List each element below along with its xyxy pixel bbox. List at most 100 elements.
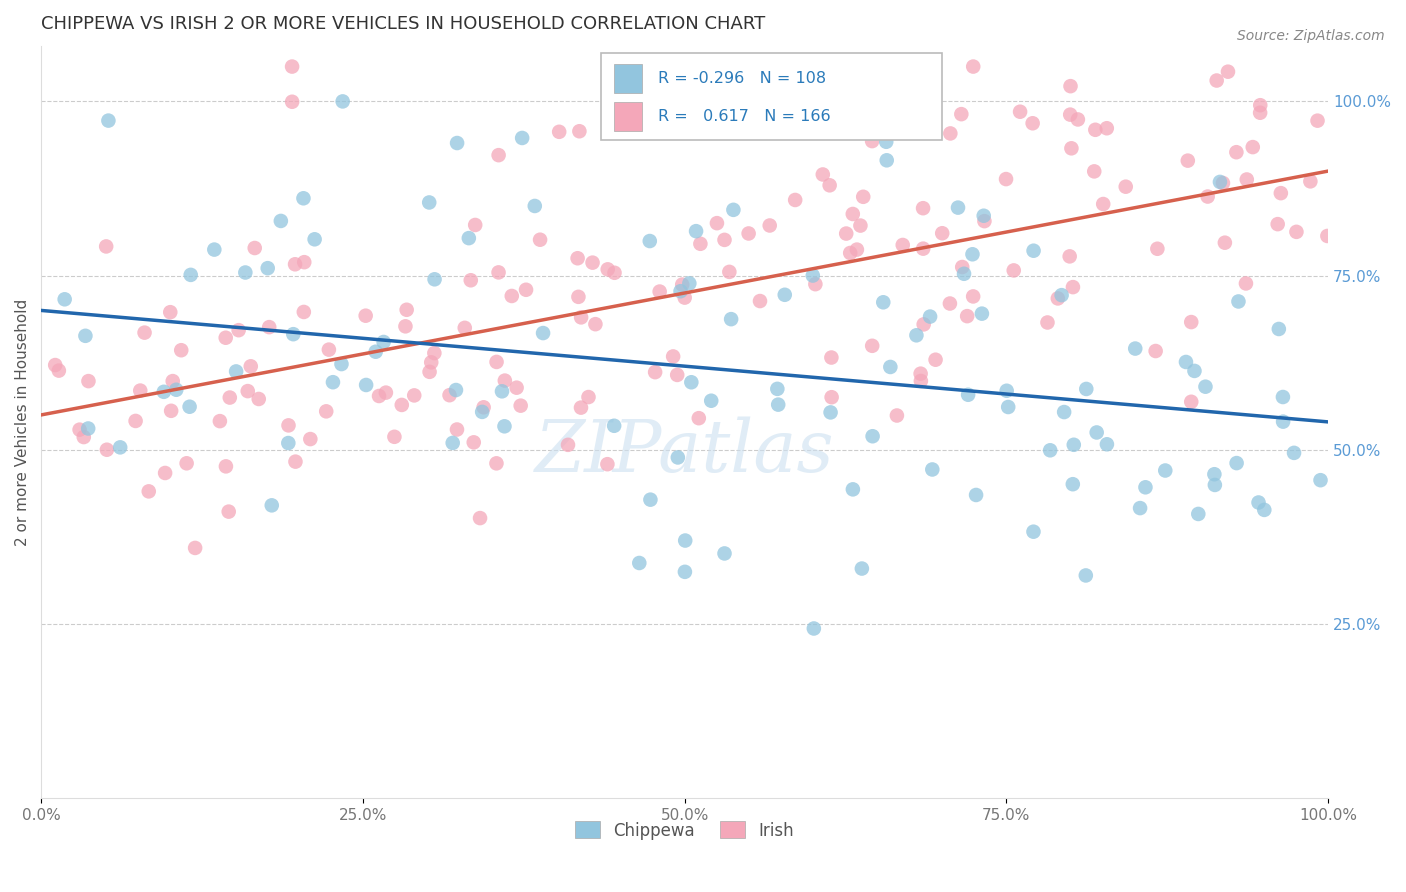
Point	[1249, 98, 1271, 112]
Point	[460, 273, 482, 287]
Text: Source: ZipAtlas.com: Source: ZipAtlas.com	[1237, 29, 1385, 43]
Point	[304, 232, 326, 246]
Point	[1059, 79, 1081, 94]
FancyBboxPatch shape	[614, 102, 643, 131]
Point	[423, 346, 446, 360]
Point	[510, 131, 533, 145]
Point	[875, 135, 897, 149]
Point	[921, 462, 943, 476]
Point	[973, 214, 995, 228]
Point	[1236, 172, 1258, 186]
Point	[488, 265, 510, 279]
Point	[464, 218, 486, 232]
Point	[818, 178, 841, 193]
Point	[1115, 179, 1137, 194]
Point	[134, 326, 156, 340]
Point	[75, 328, 97, 343]
Point	[354, 309, 377, 323]
Point	[1046, 292, 1069, 306]
Point	[1146, 242, 1168, 256]
Point	[910, 367, 932, 381]
Point	[803, 622, 825, 636]
Point	[215, 331, 238, 345]
Point	[1253, 503, 1275, 517]
Point	[180, 268, 202, 282]
Point	[509, 399, 531, 413]
Point	[523, 199, 546, 213]
Point	[322, 375, 344, 389]
Point	[773, 287, 796, 301]
Point	[1177, 153, 1199, 168]
Point	[1282, 446, 1305, 460]
Point	[995, 172, 1018, 186]
Point	[758, 219, 780, 233]
Point	[108, 441, 131, 455]
Point	[852, 190, 875, 204]
Point	[1022, 244, 1045, 258]
Point	[569, 401, 592, 415]
Point	[1212, 176, 1234, 190]
Point	[239, 359, 262, 374]
Point	[849, 219, 872, 233]
Point	[1226, 456, 1249, 470]
Point	[96, 442, 118, 457]
Point	[247, 392, 270, 406]
Point	[485, 355, 508, 369]
Point	[170, 343, 193, 358]
Point	[284, 455, 307, 469]
Point	[233, 266, 256, 280]
Point	[394, 319, 416, 334]
Point	[557, 438, 579, 452]
Point	[1010, 104, 1032, 119]
Point	[1129, 501, 1152, 516]
Point	[713, 546, 735, 560]
Point	[292, 191, 315, 205]
Point	[215, 459, 238, 474]
Point	[494, 374, 516, 388]
Point	[1180, 315, 1202, 329]
Point	[1268, 322, 1291, 336]
Point	[1270, 186, 1292, 201]
Point	[997, 400, 1019, 414]
Point	[292, 255, 315, 269]
Text: ZIPatlas: ZIPatlas	[534, 417, 834, 487]
Point	[910, 374, 932, 388]
Point	[423, 272, 446, 286]
Point	[454, 321, 477, 335]
Point	[876, 153, 898, 168]
Point	[53, 293, 76, 307]
Point	[1059, 249, 1081, 263]
Point	[851, 561, 873, 575]
Point	[749, 293, 772, 308]
Point	[950, 260, 973, 274]
Point	[184, 541, 207, 555]
Point	[1154, 463, 1177, 477]
Point	[129, 384, 152, 398]
Point	[1135, 480, 1157, 494]
Point	[332, 95, 354, 109]
Point	[160, 404, 183, 418]
Point	[1123, 342, 1146, 356]
Point	[842, 207, 865, 221]
Point	[845, 243, 868, 257]
Point	[1249, 105, 1271, 120]
Point	[648, 285, 671, 299]
Point	[315, 404, 337, 418]
Point	[97, 113, 120, 128]
Point	[1083, 164, 1105, 178]
Point	[277, 436, 299, 450]
Point	[384, 430, 406, 444]
Point	[666, 368, 689, 382]
Point	[1060, 141, 1083, 155]
Legend: Chippewa, Irish: Chippewa, Irish	[568, 814, 801, 847]
Point	[208, 414, 231, 428]
Point	[439, 388, 461, 402]
Point	[179, 400, 201, 414]
Point	[965, 488, 987, 502]
Point	[1205, 73, 1227, 87]
Point	[1021, 116, 1043, 130]
Point	[354, 378, 377, 392]
Point	[835, 227, 858, 241]
Point	[956, 309, 979, 323]
Point	[73, 430, 96, 444]
